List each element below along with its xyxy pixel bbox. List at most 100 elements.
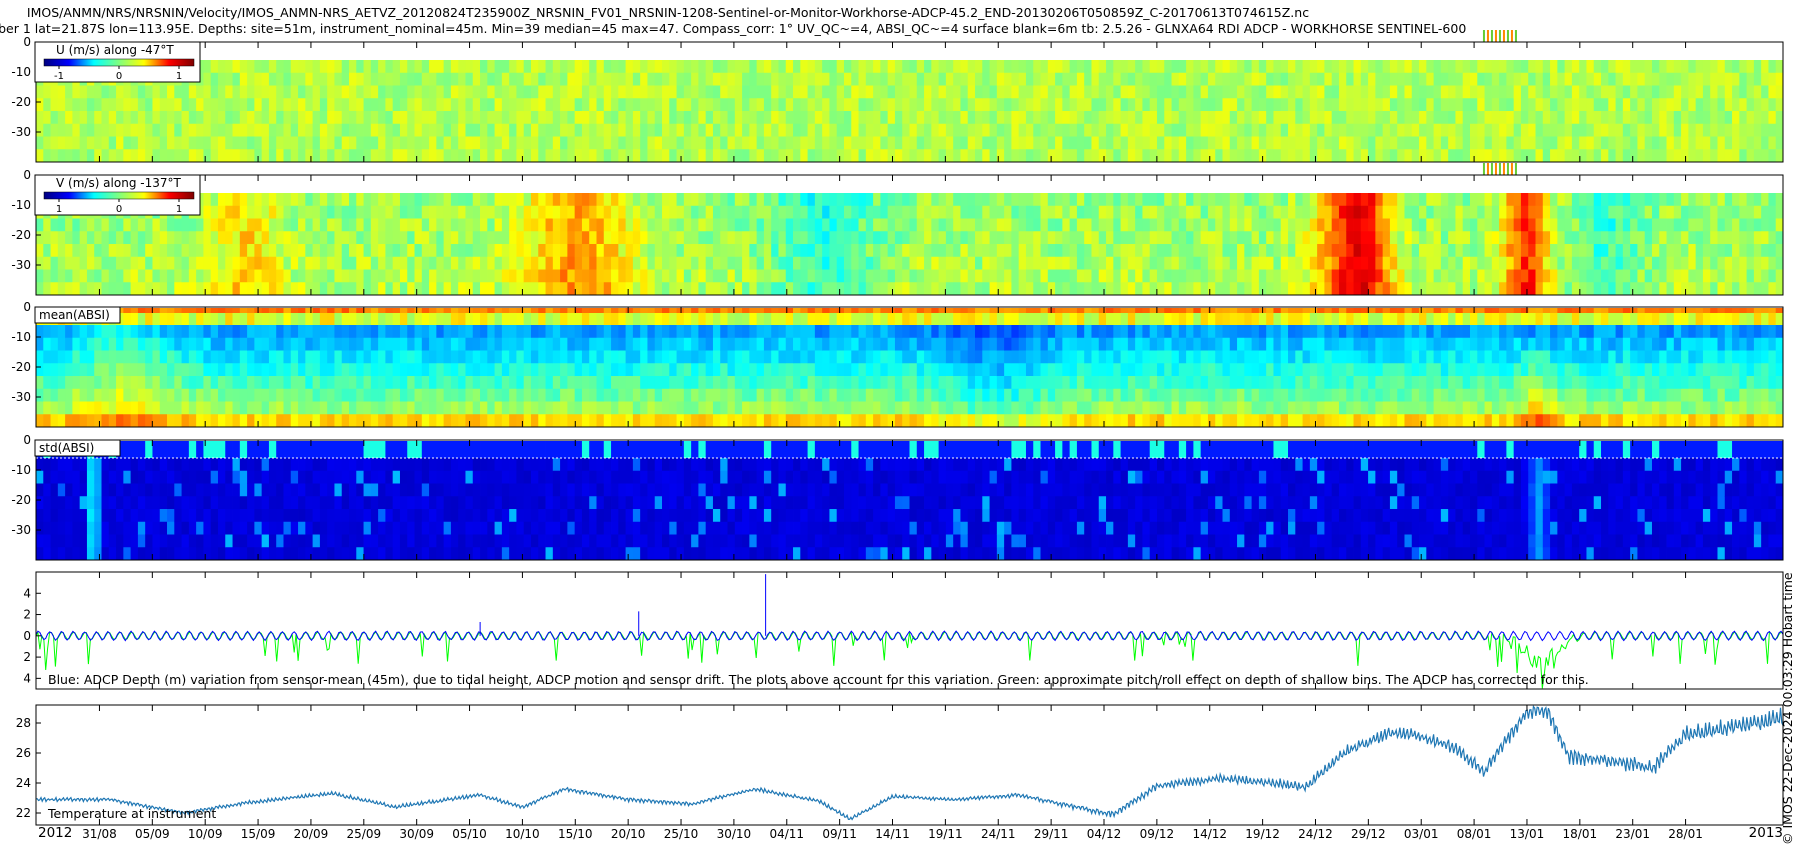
panel-1: 0 -10 -20 -30 U (m/s) along -47°T-1 0 1 bbox=[11, 30, 1784, 163]
y-tick-label: -30 bbox=[11, 125, 31, 139]
y-tick-label: 4 bbox=[23, 586, 31, 600]
heatmap-cells bbox=[36, 60, 1784, 163]
x-tick-label: 19/12 bbox=[1245, 827, 1280, 841]
colorbar-tick-label: -1 bbox=[54, 71, 64, 82]
x-tick-label: 30/09 bbox=[399, 827, 434, 841]
x-ticks bbox=[98, 440, 1687, 560]
panel-label: V (m/s) along -137°T bbox=[56, 176, 181, 190]
x-tick-label: 31/08 bbox=[82, 827, 117, 841]
x-tick-label: 23/01 bbox=[1615, 827, 1650, 841]
x-tick-label: 19/11 bbox=[928, 827, 963, 841]
colorbar-tick-label: 0 bbox=[116, 204, 122, 215]
x-tick-label: 28/01 bbox=[1668, 827, 1703, 841]
y-tick-label: -20 bbox=[11, 360, 31, 374]
y-tick-label: 2 bbox=[23, 608, 31, 622]
copyright-label: © IMOS 22-Dec-2024 00:03:29 Hobart time bbox=[1780, 572, 1795, 845]
x-tick-label: 29/11 bbox=[1034, 827, 1069, 841]
x-tick-label: 14/12 bbox=[1192, 827, 1227, 841]
colorbar-tick-label: 1 bbox=[56, 204, 62, 215]
y-tick-label: -20 bbox=[11, 95, 31, 109]
y-axis: 0 -10 -20 -30 bbox=[11, 300, 41, 404]
surface-spikes bbox=[1482, 163, 1517, 175]
panels: 0-10-20-30U (m/s) along -47°T-1 0 10-10-20… bbox=[11, 30, 1784, 826]
colorbar bbox=[43, 191, 195, 200]
panel-label: mean(ABSI) bbox=[39, 308, 110, 322]
header-line-1: IMOS/ANMN/NRS/NRSNIN/Velocity/IMOS_ANMN-… bbox=[27, 5, 1309, 20]
panel-label-box: mean(ABSI) bbox=[34, 306, 121, 324]
y-tick-label: -10 bbox=[11, 65, 31, 79]
panel-label-box: V (m/s) along -137°T 1 0 1 bbox=[34, 174, 201, 216]
y-tick-label: 24 bbox=[16, 776, 31, 790]
panel-4: 0 -10 -20 -30 std(ABSI) bbox=[11, 433, 1784, 561]
x-tick-label: 15/10 bbox=[558, 827, 593, 841]
y-tick-label: -30 bbox=[11, 258, 31, 272]
x-ticks bbox=[98, 705, 1687, 825]
x-tick-label: 10/10 bbox=[505, 827, 540, 841]
x-tick-label: 10/09 bbox=[188, 827, 223, 841]
y-axis: 0 -10 -20 -30 bbox=[11, 35, 41, 139]
y-tick-label: 0 bbox=[23, 35, 31, 49]
y-tick-label: 28 bbox=[16, 716, 31, 730]
x-start-year: 2012 bbox=[38, 825, 72, 841]
y-tick-label: 26 bbox=[16, 746, 31, 760]
y-tick-label: -30 bbox=[11, 523, 31, 537]
surface-spikes bbox=[1482, 30, 1517, 42]
panel-6: 22 24 26 28 Temperature at instrument bbox=[16, 704, 1784, 826]
heatmap-cells bbox=[36, 308, 1784, 428]
y-tick-label: -30 bbox=[11, 390, 31, 404]
heatmap-cells bbox=[36, 193, 1784, 296]
panel-label: std(ABSI) bbox=[39, 441, 94, 455]
x-tick-label: 20/10 bbox=[611, 827, 646, 841]
y-tick-label: 22 bbox=[16, 806, 31, 820]
axes-frame bbox=[35, 571, 1784, 690]
y-tick-label: -20 bbox=[11, 493, 31, 507]
y-axis: 4 2 0 2 4 bbox=[23, 586, 41, 685]
y-tick-label: 0 bbox=[23, 168, 31, 182]
x-tick-label: 09/12 bbox=[1140, 827, 1175, 841]
y-tick-label: -20 bbox=[11, 228, 31, 242]
x-tick-label: 08/01 bbox=[1457, 827, 1492, 841]
panel-label-box: U (m/s) along -47°T -1 0 1 bbox=[34, 41, 201, 83]
y-tick-label: 0 bbox=[23, 433, 31, 447]
temperature-label: Temperature at instrument bbox=[47, 806, 216, 821]
y-tick-label: 0 bbox=[23, 629, 31, 643]
x-end-year: 2013 bbox=[1749, 825, 1783, 841]
panel-3: 0 -10 -20 -30 mean(ABSI) bbox=[11, 300, 1784, 428]
y-tick-label: 2 bbox=[23, 650, 31, 664]
y-tick-label: 0 bbox=[23, 300, 31, 314]
colorbar-tick-label: 1 bbox=[176, 71, 182, 82]
x-tick-label: 14/11 bbox=[875, 827, 910, 841]
x-tick-label: 24/11 bbox=[981, 827, 1016, 841]
x-ticks bbox=[98, 307, 1687, 427]
depth-series bbox=[35, 630, 1784, 642]
x-tick-label: 05/09 bbox=[135, 827, 170, 841]
x-tick-label: 13/01 bbox=[1510, 827, 1545, 841]
axes-frame bbox=[35, 704, 1784, 826]
y-tick-label: -10 bbox=[11, 198, 31, 212]
x-tick-label: 03/01 bbox=[1404, 827, 1439, 841]
panel-label-box: std(ABSI) bbox=[34, 439, 121, 457]
y-axis: 22 24 26 28 bbox=[16, 716, 41, 820]
x-tick-label: 04/11 bbox=[769, 827, 804, 841]
colorbar-tick-label: 1 bbox=[176, 204, 182, 215]
panel-2: 0 -10 -20 -30 V (m/s) along -137°T 1 0 1 bbox=[11, 163, 1784, 296]
y-tick-label: 4 bbox=[23, 671, 31, 685]
x-tick-label: 15/09 bbox=[241, 827, 276, 841]
x-tick-label: 09/11 bbox=[822, 827, 857, 841]
x-tick-label: 25/10 bbox=[664, 827, 699, 841]
depth-spikes bbox=[479, 574, 767, 636]
x-tick-label: 24/12 bbox=[1298, 827, 1333, 841]
panel-5: 4 2 0 2 4 Blue: ADCP Depth (m) variation from… bbox=[23, 571, 1784, 690]
depth-annotation: Blue: ADCP Depth (m) variation from sens… bbox=[48, 672, 1589, 687]
x-tick-label: 18/01 bbox=[1563, 827, 1598, 841]
x-tick-label: 25/09 bbox=[347, 827, 382, 841]
x-ticks bbox=[98, 175, 1687, 295]
x-ticks bbox=[98, 572, 1687, 689]
x-tick-label: 29/12 bbox=[1351, 827, 1386, 841]
header-line-2: Deployment 6, member 1 lat=21.87S lon=11… bbox=[0, 21, 1466, 36]
heatmap-cells bbox=[36, 441, 1784, 561]
x-tick-label: 04/12 bbox=[1087, 827, 1122, 841]
y-tick-label: -10 bbox=[11, 463, 31, 477]
x-tick-label: 05/10 bbox=[452, 827, 487, 841]
